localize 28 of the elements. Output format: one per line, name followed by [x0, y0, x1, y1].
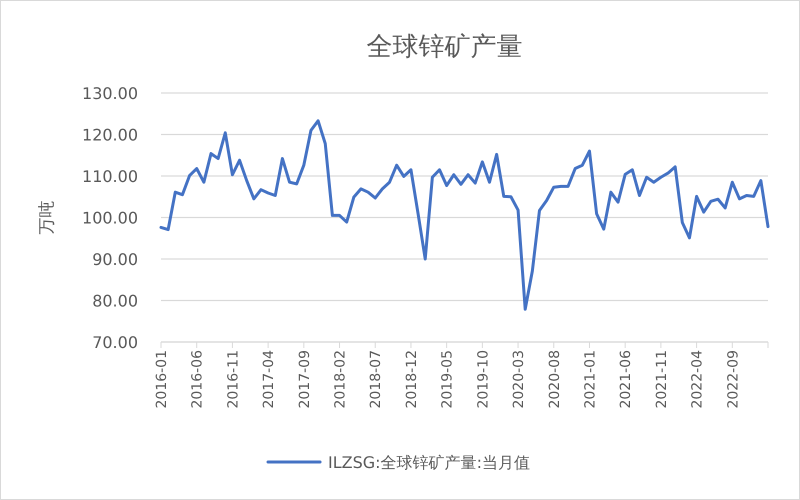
y-tick-label: 90.00 — [92, 250, 138, 269]
y-tick-label: 120.00 — [82, 126, 138, 144]
x-tick-label: 2016-11 — [225, 350, 242, 408]
x-tick-label: 2016-06 — [190, 350, 206, 408]
y-tick-label: 70.00 — [92, 333, 138, 352]
x-tick-label: 2020-03 — [511, 350, 528, 408]
x-tick-label: 2020-08 — [546, 350, 563, 408]
x-tick-label: 2022-04 — [690, 350, 706, 408]
x-tick-label: 2019-05 — [440, 350, 456, 408]
x-tick-label: 2018-02 — [332, 350, 349, 408]
x-tick-label: 2021-01 — [582, 350, 598, 408]
line-series — [160, 119, 770, 311]
x-tick-label: 2019-10 — [475, 350, 492, 408]
y-tick-label: 100.00 — [82, 208, 138, 228]
legend-label: ILZSG:全球锌矿产量:当月值 — [328, 453, 530, 472]
x-tick-label: 2017-09 — [296, 350, 313, 408]
y-tick-label: 130.00 — [82, 84, 138, 103]
x-tick-label: 2018-12 — [404, 350, 420, 408]
x-tick-label: 2021-06 — [618, 350, 634, 408]
x-tick-label: 2021-11 — [654, 350, 670, 408]
chart-title: 全球锌矿产量 — [366, 32, 522, 62]
x-tick-label: 2018-07 — [368, 350, 384, 408]
x-tick-label: 2022-09 — [725, 350, 742, 408]
y-tick-label: 110.00 — [82, 167, 138, 186]
y-tick-label: 80.00 — [92, 292, 138, 310]
x-tick-label: 2016-01 — [154, 350, 170, 408]
y-axis-title: 万吨 — [37, 200, 57, 234]
x-tick-label: 2017-04 — [261, 350, 278, 408]
